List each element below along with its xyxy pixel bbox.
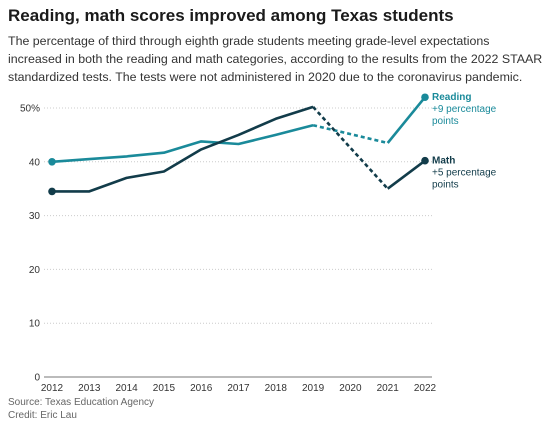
math-start-point: [48, 187, 56, 196]
x-tick-label: 2021: [377, 383, 400, 394]
math-line: [52, 105, 314, 193]
source-note: Source: Texas Education Agency: [8, 397, 155, 408]
x-tick-label: 2014: [115, 383, 138, 394]
y-tick-label: 0: [34, 373, 40, 384]
reading-start-point: [48, 158, 56, 166]
y-tick-label: 10: [29, 319, 41, 330]
y-tick-label: 30: [29, 211, 41, 222]
series-layer: [48, 93, 429, 196]
math-line-recent: [386, 159, 426, 190]
reading-line: [51, 123, 314, 164]
y-tick-label: 20: [29, 265, 41, 276]
math-dashed-gap: [312, 106, 389, 190]
reading-dashed-gap: [312, 123, 389, 145]
reading-end-point: [421, 93, 429, 102]
x-tick-label: 2022: [414, 383, 437, 394]
y-tick-label: 40: [29, 157, 41, 168]
math-change-note: +5 percentage: [432, 168, 497, 179]
y-tick-label: 50%: [20, 104, 40, 115]
chart-subtitle: The percentage of third through eighth g…: [8, 34, 543, 84]
x-tick-label: 2018: [265, 383, 288, 394]
x-tick-label: 2017: [227, 383, 250, 394]
credit-note: Credit: Eric Lau: [8, 410, 77, 421]
reading-label: Reading: [432, 92, 471, 103]
x-tick-label: 2019: [302, 383, 325, 394]
x-tick-label: 2012: [41, 383, 64, 394]
reading-line-recent: [386, 96, 427, 144]
reading-change-note: +9 percentage: [432, 104, 497, 115]
math-label: Math: [432, 156, 455, 167]
x-tick-label: 2015: [153, 383, 176, 394]
x-tick-label: 2016: [190, 383, 213, 394]
axis-layer: 0 10 20 30 40 50% 2012 2013 2014 2015 2016 2017 2018…: [20, 104, 437, 395]
math-change-note: points: [432, 180, 459, 191]
math-end-point: [421, 156, 429, 165]
reading-change-note: points: [432, 116, 459, 127]
grid-layer: [44, 107, 432, 378]
chart-title: Reading, math scores improved among Texa…: [8, 6, 454, 25]
x-tick-label: 2020: [339, 383, 362, 394]
x-tick-label: 2013: [78, 383, 101, 394]
